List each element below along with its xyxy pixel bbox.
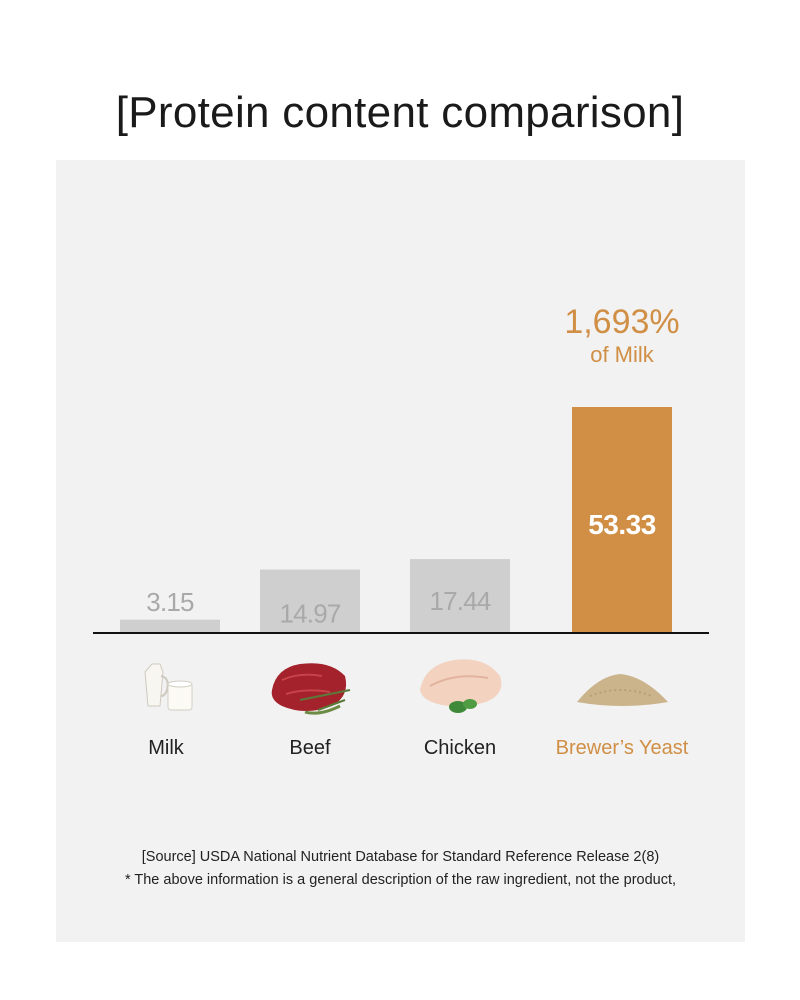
bar-value-label: 14.97	[279, 598, 340, 628]
brewers-yeast-icon	[577, 674, 668, 706]
bar-value-label: 17.44	[429, 586, 490, 616]
bar-brewer-s-yeast	[572, 407, 672, 633]
bar-milk	[120, 619, 220, 633]
annotation-percent: 1,693%	[564, 303, 679, 341]
chicken-icon	[420, 659, 502, 713]
category-label: Chicken	[424, 737, 496, 759]
bar-value-label: 53.33	[588, 509, 656, 540]
source-note: [Source] USDA National Nutrient Database…	[141, 849, 660, 865]
category-label: Milk	[148, 737, 185, 759]
bar-beef	[260, 569, 360, 633]
page-title: [Protein content comparison]	[115, 88, 685, 137]
beef-icon	[271, 663, 351, 715]
bar-chicken	[410, 559, 510, 633]
bar-value-label: 3.15	[146, 587, 194, 617]
disclaimer-note: * The above information is a general des…	[124, 872, 677, 888]
category-label: Beef	[289, 737, 331, 759]
category-label: Brewer’s Yeast	[556, 737, 689, 759]
milk-icon	[144, 663, 193, 711]
annotation-text: of Milk	[590, 342, 655, 367]
